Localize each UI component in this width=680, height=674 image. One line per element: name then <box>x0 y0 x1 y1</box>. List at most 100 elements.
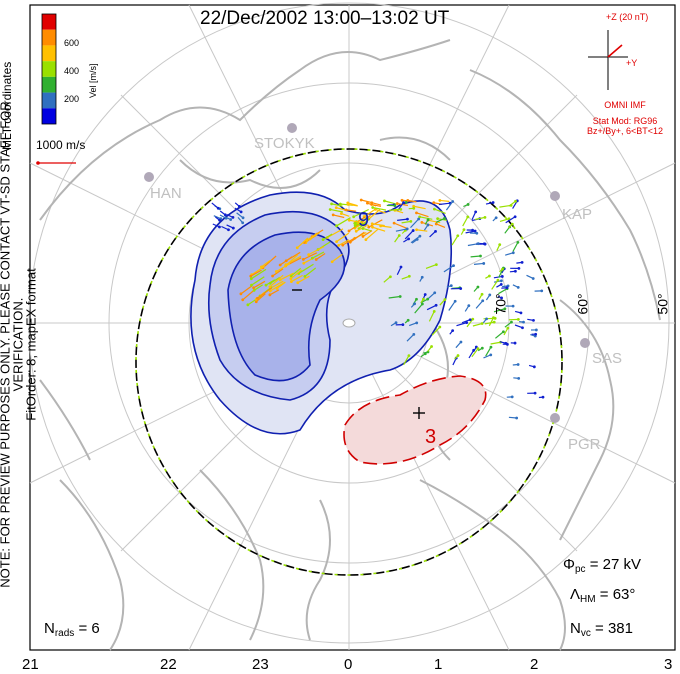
velocity-vector <box>485 346 492 357</box>
velocity-vector-origin <box>430 345 433 348</box>
velocity-vector-origin <box>517 376 521 380</box>
velocity-vector-origin <box>532 365 536 369</box>
velocity-vector-origin <box>434 229 437 233</box>
velocity-vector-origin <box>531 277 535 280</box>
velocity-vector <box>468 349 475 359</box>
velocity-vector-origin <box>488 293 492 297</box>
stat-n-symbol: N <box>570 620 581 637</box>
velocity-vector <box>472 322 483 327</box>
velocity-vector-origin <box>241 298 245 302</box>
velocity-vector-origin <box>417 217 421 221</box>
velocity-vector <box>290 267 302 277</box>
velocity-vector <box>308 246 325 256</box>
velocity-vector-origin <box>307 253 311 257</box>
velocity-vector-origin <box>344 208 348 212</box>
velocity-vector <box>436 223 446 228</box>
velocity-vector <box>466 318 474 328</box>
velocity-vector <box>389 208 401 211</box>
velocity-vector-origin <box>330 202 334 206</box>
velocity-vector-origin <box>278 263 282 267</box>
velocity-vector <box>474 216 486 221</box>
velocity-vector-origin <box>476 285 480 289</box>
velocity-vector-origin <box>491 201 495 204</box>
velocity-vector-origin <box>400 198 404 202</box>
velocity-vector-origin <box>398 295 402 298</box>
velocity-vector-origin <box>459 287 463 290</box>
coastlines <box>39 39 661 651</box>
velocity-vector-origin <box>506 326 510 330</box>
velocity-vector-origin <box>278 278 282 282</box>
velocity-vector <box>428 311 435 322</box>
velocity-vector-origin <box>433 207 436 211</box>
imf-info: OMNI IMF Stat Mod: RG96 Bz+/By+, 6<BT<12 <box>580 100 670 136</box>
velocity-vector-origin <box>371 225 374 229</box>
velocity-vector <box>473 262 484 265</box>
velocity-vector-origin <box>367 225 371 229</box>
velocity-vector <box>498 288 508 295</box>
mlt-hour-23: 23 <box>252 656 269 673</box>
latitude-label-60: 60° <box>574 293 591 315</box>
velocity-vector-origin <box>511 304 515 308</box>
velocity-vector <box>349 219 362 224</box>
velocity-vector-origin <box>502 330 505 334</box>
velocity-vector <box>375 208 386 214</box>
velocity-vector-origin <box>347 218 351 222</box>
velocity-vector-origin <box>330 260 334 264</box>
velocity-vector <box>363 208 377 218</box>
velocity-vector-origin <box>443 298 447 301</box>
velocity-vector-origin <box>252 286 256 290</box>
velocity-vector-origin <box>335 240 339 244</box>
velocity-vector-origin <box>305 238 309 242</box>
velocity-vector-origin <box>284 264 288 268</box>
velocity-vector <box>354 222 364 227</box>
velocity-vector <box>499 218 510 222</box>
velocity-vector <box>253 280 266 289</box>
stat-lambda-hm: ΛHM = 63° <box>570 586 636 605</box>
velocity-vector-origin <box>388 275 392 279</box>
stat-lambda-symbol: Λ <box>570 586 581 603</box>
velocity-vector <box>257 287 273 299</box>
velocity-vector <box>346 209 357 212</box>
imf-bz-label: +Z (20 nT) <box>606 12 649 22</box>
velocity-vector <box>348 223 360 232</box>
velocity-vector-origin <box>346 201 350 205</box>
velocity-vector <box>448 300 456 311</box>
velocity-vector <box>290 269 303 280</box>
station-label-han: HAN <box>150 185 182 202</box>
velocity-vector-origin <box>451 200 455 203</box>
velocity-vector-origin <box>223 213 227 217</box>
velocity-vector-origin <box>404 201 408 204</box>
velocity-vector <box>465 230 476 234</box>
colorbar-frame <box>41 13 57 125</box>
velocity-vector <box>357 222 370 227</box>
positive-potential-cell <box>343 375 487 465</box>
stat-nvc-sub: vc <box>580 628 591 639</box>
velocity-vector-origin <box>492 316 495 320</box>
stat-phi-sub: pc <box>574 564 586 575</box>
velocity-vector-origin <box>516 363 520 366</box>
velocity-vector <box>505 252 514 256</box>
velocity-colorbar <box>41 13 57 125</box>
velocity-vector-origin <box>397 234 401 237</box>
velocity-vector-origin <box>521 326 524 330</box>
velocity-vector-origin <box>517 266 521 270</box>
velocity-vector <box>438 202 451 206</box>
hm-boundary <box>135 148 563 576</box>
stat-phi-symbol: Φ <box>563 556 575 573</box>
stat-nvc-value: 381 <box>607 620 633 637</box>
velocity-vector <box>347 202 358 207</box>
velocity-vector-origin <box>434 222 438 226</box>
velocity-vector-origin <box>415 297 418 301</box>
hm-boundary-model <box>135 148 563 576</box>
velocity-vector-origin <box>426 218 430 222</box>
velocity-vector-origin <box>426 297 430 301</box>
velocity-vector-origin <box>256 296 259 300</box>
velocity-vector <box>484 321 495 325</box>
velocity-vector <box>505 216 516 224</box>
stat-n-rads: Nrads = 6 <box>44 620 100 639</box>
velocity-vector-origin <box>510 320 513 324</box>
velocity-vector <box>275 263 291 272</box>
imf-condition: Bz+/By+, 6<BT<12 <box>586 126 664 136</box>
velocity-vector <box>261 260 271 268</box>
velocity-vector-origin <box>514 199 517 203</box>
